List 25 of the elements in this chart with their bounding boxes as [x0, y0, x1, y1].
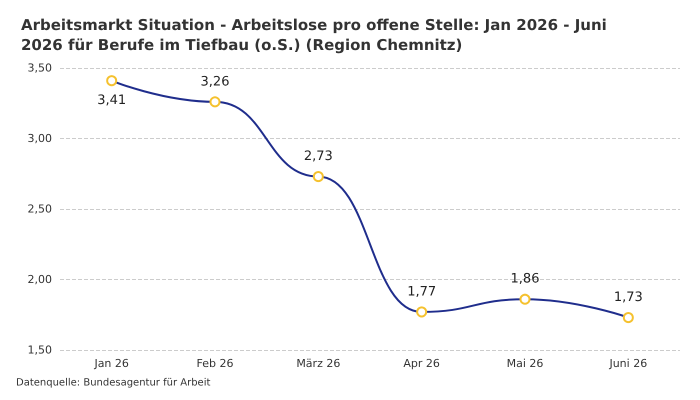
data-label: 1,73: [614, 290, 643, 306]
point: [520, 294, 530, 305]
x-tick-label: Apr 26: [403, 357, 440, 370]
y-tick-label: 2,50: [28, 202, 52, 216]
y-tick-label: 3,00: [28, 132, 52, 145]
data-label: 1,86: [510, 272, 540, 287]
point: [210, 96, 220, 108]
x-tick-label: Feb 26: [196, 357, 234, 370]
data-label: 2,73: [304, 149, 333, 164]
data-label: 3,26: [200, 74, 230, 90]
x-tick-label: März 26: [296, 357, 340, 370]
y-tick-label: 2,00: [28, 273, 52, 286]
point: [622, 312, 634, 324]
x-tick-label: Mai 26: [506, 357, 544, 370]
y-tick-label: 3,50: [28, 62, 52, 74]
x-tick-label: Jan 26: [93, 357, 129, 370]
y-tick-label: 1,50: [28, 344, 52, 356]
point: [106, 75, 118, 86]
chart-title: Arbeitsmarkt Situation - Arbeitslose pro offene Stelle: Jan 2026 - Juni 2026 für Berufe im Tiefbau (o.S.) (Region Chemnitz): [21, 16, 612, 54]
x-tick-label: Juni 26: [608, 357, 648, 370]
data-label: 3,41: [97, 93, 126, 108]
data-label: 1,77: [407, 284, 436, 300]
point: [416, 306, 428, 318]
point: [312, 171, 324, 182]
text: Datenquelle: Bundesagentur für Arbeit: [16, 378, 210, 388]
